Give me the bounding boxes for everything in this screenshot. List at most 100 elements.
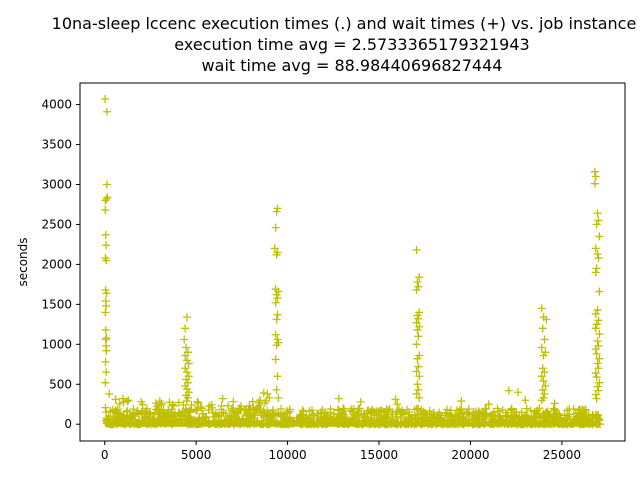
- wait-time-point: [118, 394, 127, 403]
- wait-time-point: [101, 196, 110, 205]
- wait-time-point: [102, 333, 111, 342]
- wait-time-point: [137, 397, 146, 406]
- y-tick-label: 4000: [41, 98, 72, 112]
- wait-time-point: [412, 340, 421, 349]
- wait-time-point: [101, 206, 110, 215]
- wait-time-point: [273, 293, 282, 302]
- chart-title-line-3: wait time avg = 88.98440696827444: [202, 56, 503, 75]
- wait-time-point: [592, 349, 601, 358]
- wait-time-point: [537, 343, 546, 352]
- wait-time-point: [415, 273, 424, 282]
- y-tick-label: 2500: [41, 217, 72, 231]
- wait-time-point: [178, 407, 187, 416]
- wait-time-point: [102, 194, 111, 203]
- wait-time-point: [451, 410, 460, 419]
- wait-time-point: [496, 412, 505, 421]
- wait-time-point: [413, 354, 422, 363]
- wait-time-point: [194, 399, 203, 408]
- chart-title: 10na-sleep lccenc execution times (.) an…: [52, 14, 637, 75]
- y-tick-label: 1500: [41, 297, 72, 311]
- wait-time-point: [564, 413, 573, 422]
- wait-time-point: [382, 405, 391, 414]
- wait-time-point: [141, 409, 150, 418]
- wait-time-point: [338, 410, 347, 419]
- wait-time-point: [594, 364, 603, 373]
- x-tick-label: 25000: [543, 448, 581, 462]
- wait-time-point: [540, 335, 549, 344]
- wait-time-point: [262, 411, 271, 420]
- wait-time-point: [520, 413, 529, 422]
- wait-time-point: [197, 404, 206, 413]
- wait-time-point: [534, 410, 543, 419]
- wait-time-point: [326, 405, 335, 414]
- wait-time-point: [593, 382, 602, 391]
- wait-time-point: [299, 407, 308, 416]
- wait-time-point: [412, 367, 421, 376]
- wait-time-point: [377, 412, 386, 421]
- wait-time-point: [167, 405, 176, 414]
- wait-time-point: [537, 372, 546, 381]
- wait-time-point: [334, 406, 343, 415]
- wait-time-point: [102, 346, 111, 355]
- wait-time-point: [414, 332, 423, 341]
- wait-time-point: [581, 408, 590, 417]
- y-tick-label: 3000: [41, 177, 72, 191]
- wait-time-point: [193, 397, 202, 406]
- wait-time-point: [333, 405, 342, 414]
- wait-time-point: [102, 256, 111, 265]
- wait-time-point: [165, 398, 174, 407]
- wait-time-point: [595, 378, 604, 387]
- wait-time-point: [503, 412, 512, 421]
- wait-time-point: [421, 409, 430, 418]
- wait-time-point: [182, 313, 191, 322]
- wait-time-point: [217, 401, 226, 410]
- wait-time-point: [595, 354, 604, 363]
- wait-time-point: [488, 410, 497, 419]
- wait-time-point: [591, 244, 600, 253]
- wait-time-point: [273, 310, 282, 319]
- wait-time-point: [413, 277, 422, 286]
- wait-time-point: [514, 388, 523, 397]
- wait-time-point: [595, 329, 604, 338]
- data-marks: [101, 94, 605, 429]
- wait-time-point: [111, 395, 120, 404]
- wait-time-point: [569, 405, 578, 414]
- wait-time-point: [101, 308, 110, 317]
- wait-time-point: [542, 315, 551, 324]
- wait-time-point: [117, 414, 126, 423]
- wait-time-point: [462, 408, 471, 417]
- wait-time-point: [179, 400, 188, 409]
- wait-time-point: [102, 289, 111, 298]
- wait-time-point: [271, 355, 280, 364]
- wait-time-point: [393, 400, 402, 409]
- wait-time-point: [272, 315, 281, 324]
- wait-time-point: [113, 407, 122, 416]
- wait-time-point: [271, 298, 280, 307]
- wait-time-point: [274, 393, 283, 402]
- x-axis: 0 5000 10000 15000 20000 25000: [101, 441, 581, 462]
- x-tick-label: 15000: [360, 448, 398, 462]
- wait-time-point: [204, 406, 213, 415]
- wait-time-point: [445, 411, 454, 420]
- wait-time-point: [486, 411, 495, 420]
- wait-time-point: [537, 304, 546, 313]
- wait-time-point: [205, 402, 214, 411]
- wait-time-point: [574, 406, 583, 415]
- wait-time-point: [592, 264, 601, 273]
- wait-time-point: [403, 405, 412, 414]
- wait-time-point: [271, 223, 280, 232]
- wait-time-point: [218, 394, 227, 403]
- wait-time-point: [259, 389, 268, 398]
- wait-time-point: [181, 324, 190, 333]
- wait-time-point: [363, 409, 372, 418]
- execution-time-points: [104, 421, 601, 427]
- wait-time-point: [384, 406, 393, 415]
- wait-time-point: [539, 377, 548, 386]
- wait-time-point: [592, 394, 601, 403]
- wait-time-point: [447, 406, 456, 415]
- wait-time-point: [367, 413, 376, 422]
- wait-time-point: [129, 408, 138, 417]
- wait-time-point: [320, 411, 329, 420]
- wait-time-point: [108, 405, 117, 414]
- y-axis-label: seconds: [16, 237, 30, 286]
